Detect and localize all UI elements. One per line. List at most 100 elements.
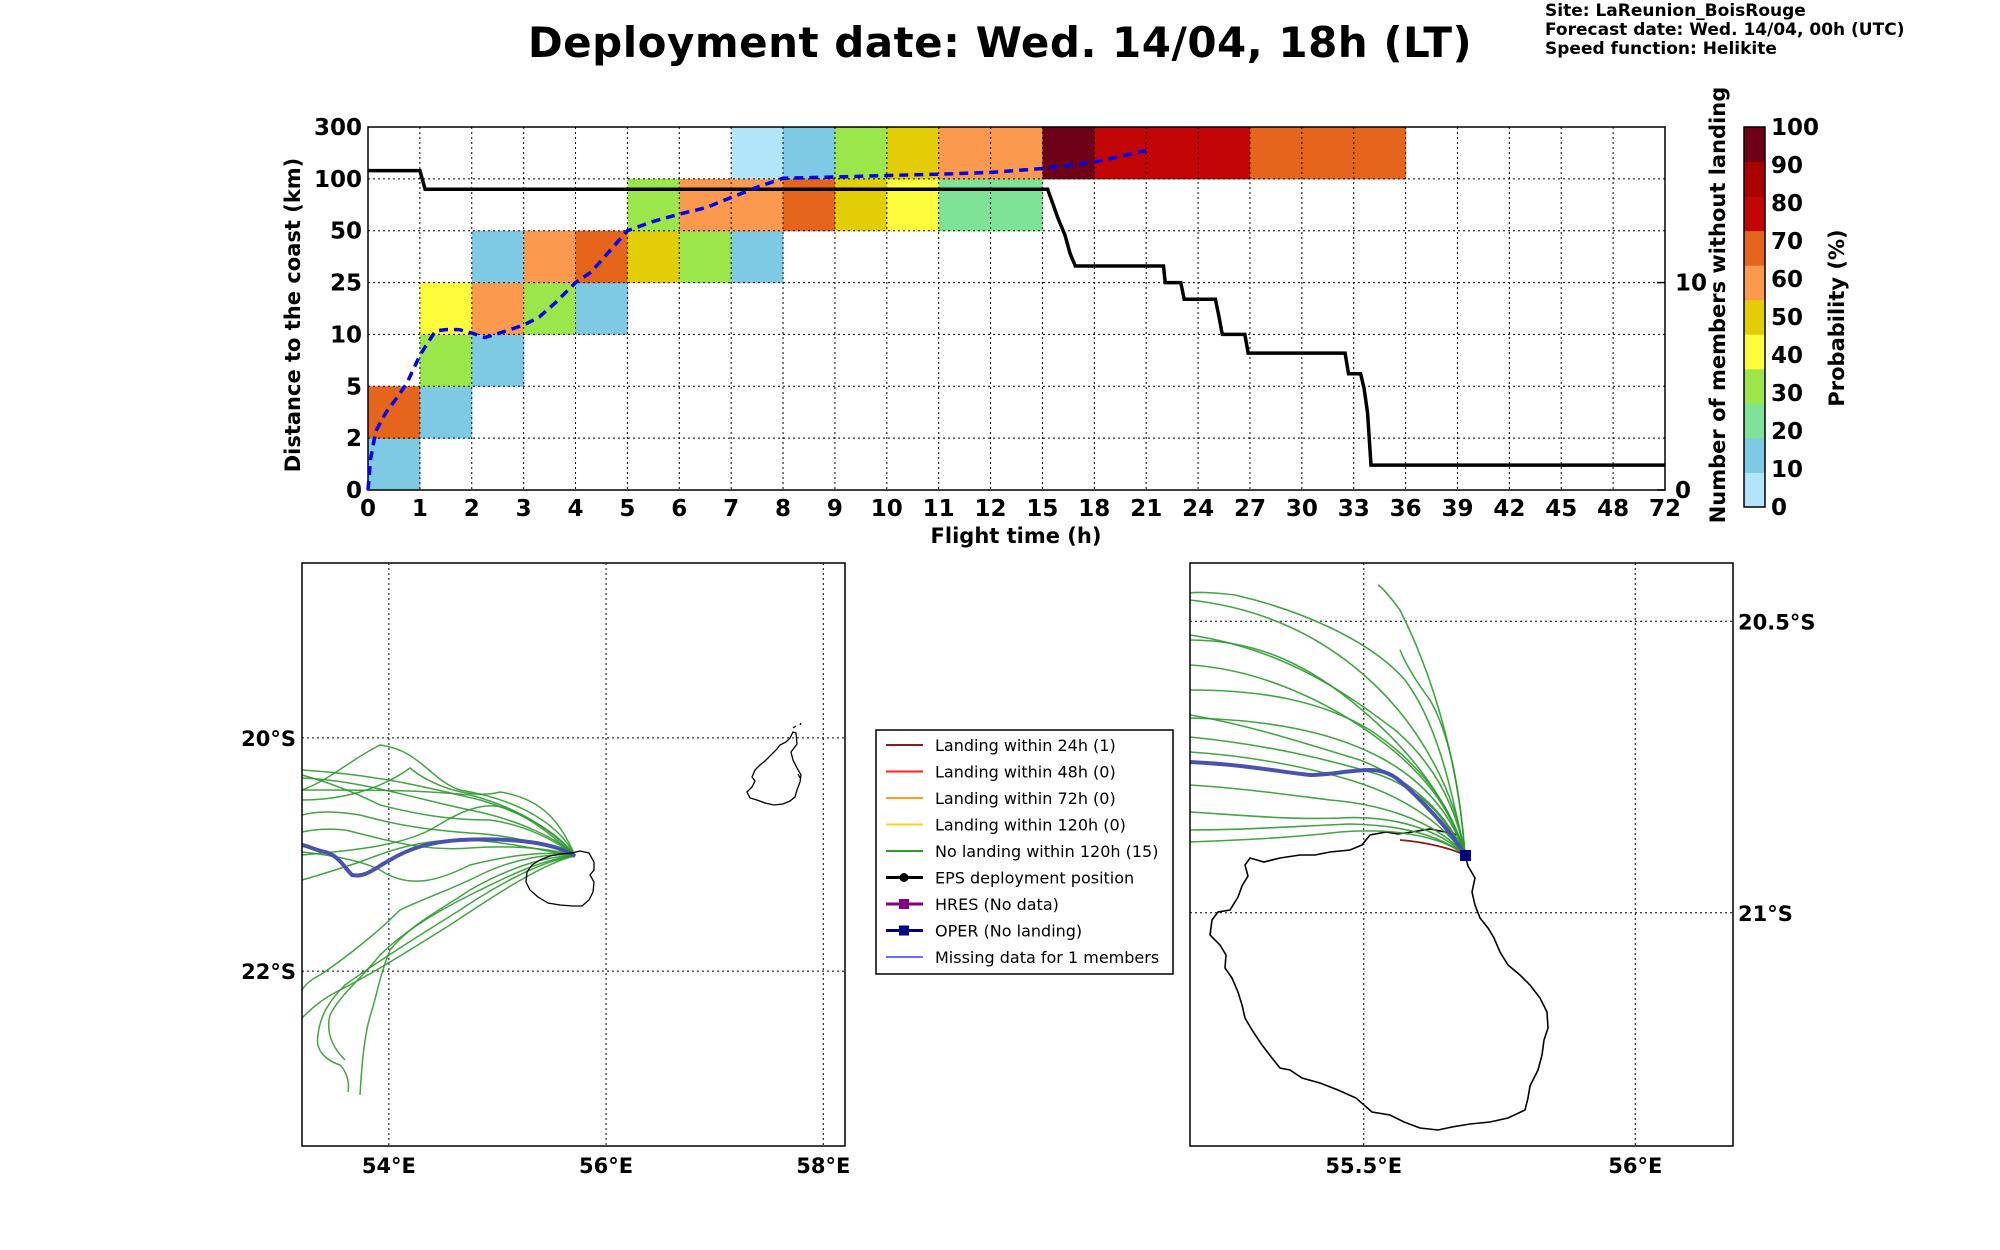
map-zoomed-ticks: 55.5°E 56°E 20.5°S 21°S xyxy=(1325,610,1815,1178)
x-tick-label: 30 xyxy=(1286,496,1318,522)
y-tick-label: 10 xyxy=(330,322,362,348)
oper-trajectory xyxy=(1189,760,1467,857)
x-tick-label: 0 xyxy=(360,496,376,522)
probability-heatmap-chart: 0 1 2 3 4 5 6 7 8 9 10 11 12 15 18 21 24 27 30 33 36 39 42 45 48… xyxy=(281,87,1730,548)
x-tick-label: 72 xyxy=(1649,496,1681,522)
colorbar: 0 10 20 30 40 50 60 70 80 90 100 xyxy=(1743,115,1819,521)
x-tick-label: 27 xyxy=(1234,496,1266,522)
ensemble-trajectory xyxy=(301,854,576,991)
x-tick-label: 12 xyxy=(975,496,1007,522)
heatmap-cell xyxy=(990,127,1043,180)
ensemble-trajectory xyxy=(359,855,576,1096)
latitude-label: 20.5°S xyxy=(1738,610,1815,634)
x-tick-label: 39 xyxy=(1441,496,1473,522)
x-tick-label: 15 xyxy=(1026,496,1058,522)
y2-tick-label: 10 xyxy=(1675,271,1707,297)
ensemble-trajectory xyxy=(1189,664,1466,856)
colorbar-tick-label: 0 xyxy=(1771,495,1787,521)
ensemble-trajectory xyxy=(1189,717,1466,856)
x-tick-label: 2 xyxy=(464,496,480,522)
ensemble-trajectory xyxy=(301,855,576,1019)
legend-label: Landing within 24h (1) xyxy=(935,736,1116,755)
x-tick-label: 36 xyxy=(1390,496,1422,522)
map-zoomed: 55.5°E 56°E 20.5°S 21°S xyxy=(1189,562,1815,1178)
heatmap-cell xyxy=(886,127,940,180)
y-tick-label: 25 xyxy=(330,271,362,297)
ensemble-trajectory xyxy=(301,811,576,857)
x-tick-label: 1 xyxy=(412,496,428,522)
longitude-label: 55.5°E xyxy=(1325,1154,1402,1178)
heatmap-cell xyxy=(471,230,525,284)
heatmap-lines xyxy=(366,148,1665,491)
colorbar-tick-label: 70 xyxy=(1771,229,1803,255)
legend-label: OPER (No landing) xyxy=(935,922,1082,941)
mauritius-islets xyxy=(792,722,802,779)
legend-label: Landing within 120h (0) xyxy=(935,816,1126,835)
map-regional-trajectories xyxy=(301,744,577,1096)
x-tick-label: 33 xyxy=(1338,496,1370,522)
legend-marker-square xyxy=(899,899,909,909)
heatmap-cell xyxy=(627,230,680,284)
longitude-label: 56°E xyxy=(579,1154,633,1178)
x-tick-label: 45 xyxy=(1545,496,1577,522)
heatmap-cell xyxy=(368,438,421,491)
ensemble-trajectory xyxy=(301,767,576,857)
ensemble-trajectory xyxy=(1189,811,1466,856)
x-tick-label: 18 xyxy=(1078,496,1110,522)
ensemble-trajectory xyxy=(301,805,576,857)
x-tick-label: 11 xyxy=(923,496,955,522)
colorbar-segment xyxy=(1744,299,1765,335)
legend-marker-circle xyxy=(899,873,909,882)
colorbar-tick-label: 100 xyxy=(1771,115,1819,141)
forecast-date-label: Forecast date: Wed. 14/04, 00h (UTC) xyxy=(1545,20,1905,40)
colorbar-tick-label: 30 xyxy=(1771,381,1803,407)
legend-label: Landing within 48h (0) xyxy=(935,763,1116,782)
heatmap-cell xyxy=(1042,127,1095,180)
colorbar-segment xyxy=(1744,230,1765,266)
ensemble-trajectory xyxy=(1189,689,1466,856)
heatmap-cell xyxy=(1198,127,1251,180)
ensemble-trajectory xyxy=(301,789,576,857)
latitude-label: 22°S xyxy=(241,960,296,984)
y2-axis-label: Number of members without landing xyxy=(1706,87,1730,524)
x-axis-label: Flight time (h) xyxy=(931,524,1102,548)
heatmap-cell xyxy=(1353,127,1407,180)
x-tick-label: 3 xyxy=(516,496,532,522)
heatmap-cell xyxy=(471,334,525,387)
heatmap-cell xyxy=(419,386,473,439)
reunion-coastline xyxy=(525,850,595,907)
colorbar-tick-label: 80 xyxy=(1771,191,1803,217)
ensemble-trajectory xyxy=(328,855,576,1061)
colorbar-frame xyxy=(1743,126,1766,508)
ensemble-trajectory xyxy=(1189,784,1466,856)
map-regional-frame xyxy=(301,562,846,1147)
heatmap-cell xyxy=(886,178,940,232)
ensemble-trajectory xyxy=(1377,584,1466,856)
y2-tick-label: 0 xyxy=(1675,478,1691,504)
map-regional: 54°E 56°E 58°E 20°S 22°S xyxy=(241,562,850,1178)
legend-marker-square xyxy=(899,925,909,936)
colorbar-segment xyxy=(1744,265,1765,301)
heatmap-cell xyxy=(627,178,680,232)
x-tick-label: 42 xyxy=(1493,496,1525,522)
x-tick-label: 21 xyxy=(1130,496,1162,522)
heatmap-cell xyxy=(783,178,836,232)
site-info: Site: LaReunion_BoisRouge Forecast date:… xyxy=(1545,2,1904,59)
heatmap-frame xyxy=(367,126,1666,491)
ensemble-trajectory xyxy=(1189,736,1466,856)
x-tick-label: 24 xyxy=(1182,496,1214,522)
x-tick-label: 48 xyxy=(1597,496,1629,522)
heatmap-cell xyxy=(523,230,577,284)
colorbar-segment xyxy=(1744,334,1765,370)
longitude-label: 54°E xyxy=(362,1154,416,1178)
y-tick-label: 100 xyxy=(314,167,362,193)
colorbar-tick-label: 50 xyxy=(1771,305,1803,331)
ensemble-trajectory xyxy=(1189,823,1466,856)
x-tick-label: 4 xyxy=(568,496,584,522)
map-zoomed-grid xyxy=(1190,563,1733,1146)
ensemble-trajectory xyxy=(316,855,576,1093)
legend-items: Landing within 24h (1) Landing within 48h… xyxy=(886,736,1159,967)
x-tick-label: 5 xyxy=(619,496,635,522)
colorbar-tick-label: 20 xyxy=(1771,419,1803,445)
